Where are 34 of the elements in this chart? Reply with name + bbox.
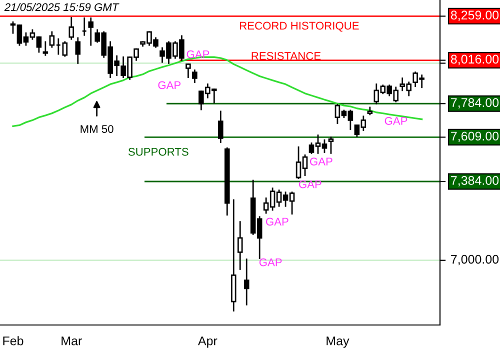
annotation: GAP — [310, 158, 332, 166]
annotation: GAP — [384, 116, 408, 125]
y-tick-label: 7,784.00 — [451, 98, 499, 108]
candlestick — [186, 63, 191, 78]
candlestick — [192, 70, 198, 84]
y-tick-label: 7,609.00 — [451, 132, 499, 142]
candlestick — [88, 17, 94, 46]
annotation: SUPPORTS — [128, 148, 188, 156]
candlestick — [218, 110, 224, 143]
annotation: 21/05/2025 15:59 GMT — [4, 2, 120, 12]
annotation: GAP — [186, 50, 210, 58]
candlestick — [244, 258, 250, 306]
annotation: MM 50 — [80, 125, 114, 133]
y-tick-label: 8,259.00 — [450, 10, 499, 22]
candlestick — [237, 221, 243, 270]
annotation: GAP — [299, 180, 322, 188]
y-tick-label: 7,000.00 — [451, 254, 499, 266]
annotation: RECORD HISTORIQUE — [240, 22, 359, 32]
x-tick-label: Mar — [62, 336, 82, 346]
candlestick — [328, 136, 334, 154]
x-tick-label: May — [326, 336, 350, 348]
candlestick — [68, 17, 74, 40]
candlestick — [62, 41, 68, 57]
x-tick-label: Apr — [198, 336, 218, 348]
candlestick — [42, 41, 48, 56]
y-tick-label: 8,016.00 — [450, 54, 499, 66]
candlestick — [75, 37, 81, 64]
x-tick-label: Feb — [3, 336, 24, 346]
y-tick-label: 7,384.00 — [451, 176, 499, 186]
annotation: GAP — [158, 81, 181, 90]
candlestick — [49, 31, 55, 48]
annotation: RESISTANCE — [252, 52, 321, 60]
annotation: GAP — [266, 218, 288, 226]
annotation: GAP — [259, 258, 282, 266]
